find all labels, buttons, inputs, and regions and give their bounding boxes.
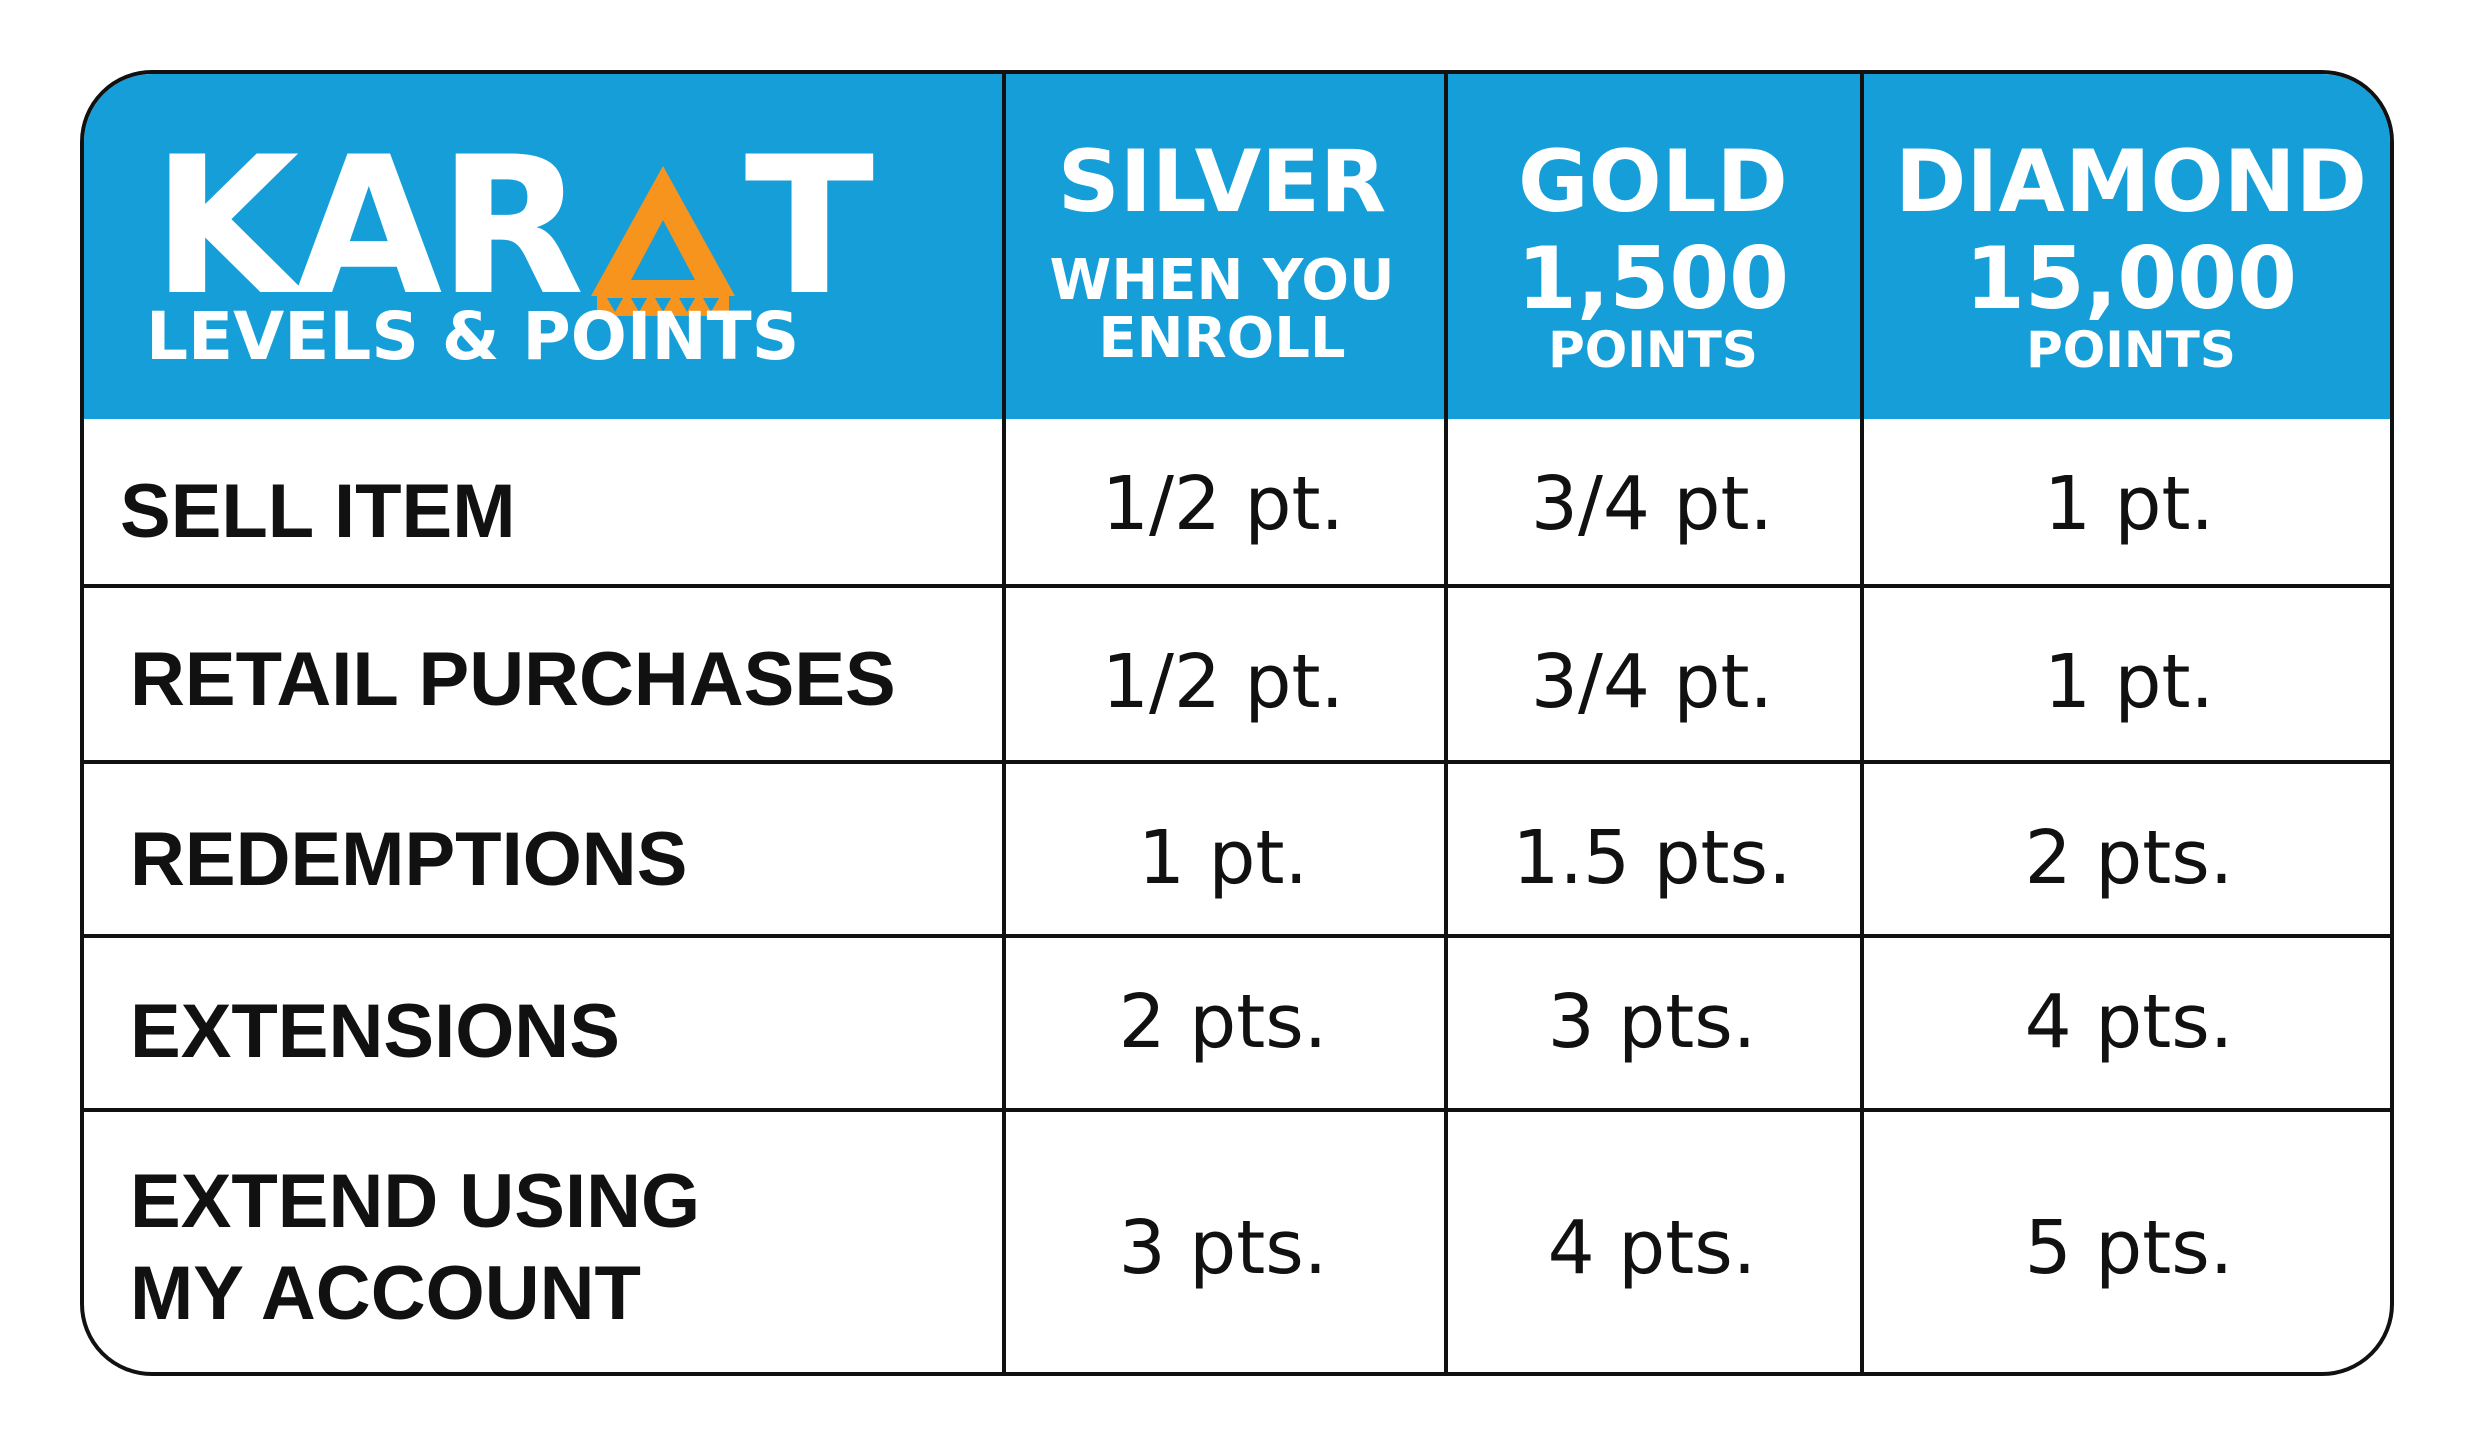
row-label-line: EXTEND USING xyxy=(130,1159,701,1244)
column-divider xyxy=(1860,74,1864,1372)
table-cell: 4 pts. xyxy=(1547,1205,1757,1291)
logo-subtitle: LEVELS & POINTS xyxy=(146,298,800,375)
tier-header-diamond: DIAMOND 15,000 POINTS xyxy=(1864,74,2390,419)
tier-name: DIAMOND xyxy=(1895,132,2367,232)
tier-header-gold: GOLD 1,500 POINTS xyxy=(1446,74,1860,419)
tier-requirement-value: 15,000 xyxy=(1965,229,2297,329)
table-cell: 4 pts. xyxy=(2024,979,2234,1065)
row-label-extensions: EXTENSIONS xyxy=(130,989,620,1074)
tier-requirement-line: ENROLL xyxy=(1098,306,1346,371)
row-label-line: MY ACCOUNT xyxy=(130,1251,641,1336)
column-divider xyxy=(1444,74,1448,1372)
row-label-sell-item: SELL ITEM xyxy=(120,469,516,554)
tier-name: SILVER xyxy=(1057,132,1387,232)
row-label-redemptions: REDEMPTIONS xyxy=(130,817,688,902)
table-cell: 1 pt. xyxy=(1137,815,1309,901)
tier-requirement-unit: POINTS xyxy=(1548,321,1758,379)
table-cell: 3/4 pt. xyxy=(1530,461,1774,547)
karat-logo: KAR T xyxy=(152,116,875,337)
table-cell: 2 pts. xyxy=(1118,979,1328,1065)
tier-requirement-unit: POINTS xyxy=(2026,321,2236,379)
table-cell: 3 pts. xyxy=(1547,979,1757,1065)
row-divider xyxy=(84,584,2390,588)
table-cell: 3/4 pt. xyxy=(1530,639,1774,725)
table-cell: 1/2 pt. xyxy=(1101,461,1345,547)
table-header xyxy=(84,74,2390,419)
tier-name: GOLD xyxy=(1518,132,1788,232)
tier-header-silver: SILVER WHEN YOU ENROLL xyxy=(1002,74,1442,419)
tier-requirement-value: 1,500 xyxy=(1516,229,1790,329)
table-cell: 1/2 pt. xyxy=(1101,639,1345,725)
logo-word-right: T xyxy=(744,116,875,337)
row-divider xyxy=(84,760,2390,764)
points-table-card: KAR T LEVELS & POINTS SILVER WHEN YOU EN… xyxy=(80,70,2394,1376)
table-cell: 1 pt. xyxy=(2043,639,2215,725)
tier-requirement: WHEN YOU ENROLL xyxy=(1050,252,1395,368)
table-cell: 5 pts. xyxy=(2024,1205,2234,1291)
triangle-logo-icon xyxy=(590,166,735,316)
logo-word-left: KAR xyxy=(152,116,585,337)
table-cell: 2 pts. xyxy=(2024,815,2234,901)
row-label-extend-using-my-account: EXTEND USING MY ACCOUNT xyxy=(130,1156,700,1340)
table-cell: 1.5 pts. xyxy=(1512,815,1792,901)
row-divider xyxy=(84,1108,2390,1112)
row-label-retail-purchases: RETAIL PURCHASES xyxy=(130,637,896,722)
column-divider xyxy=(1002,74,1006,1372)
table-cell: 3 pts. xyxy=(1118,1205,1328,1291)
table-cell: 1 pt. xyxy=(2043,461,2215,547)
row-divider xyxy=(84,934,2390,938)
tier-requirement-line: WHEN YOU xyxy=(1049,248,1395,313)
